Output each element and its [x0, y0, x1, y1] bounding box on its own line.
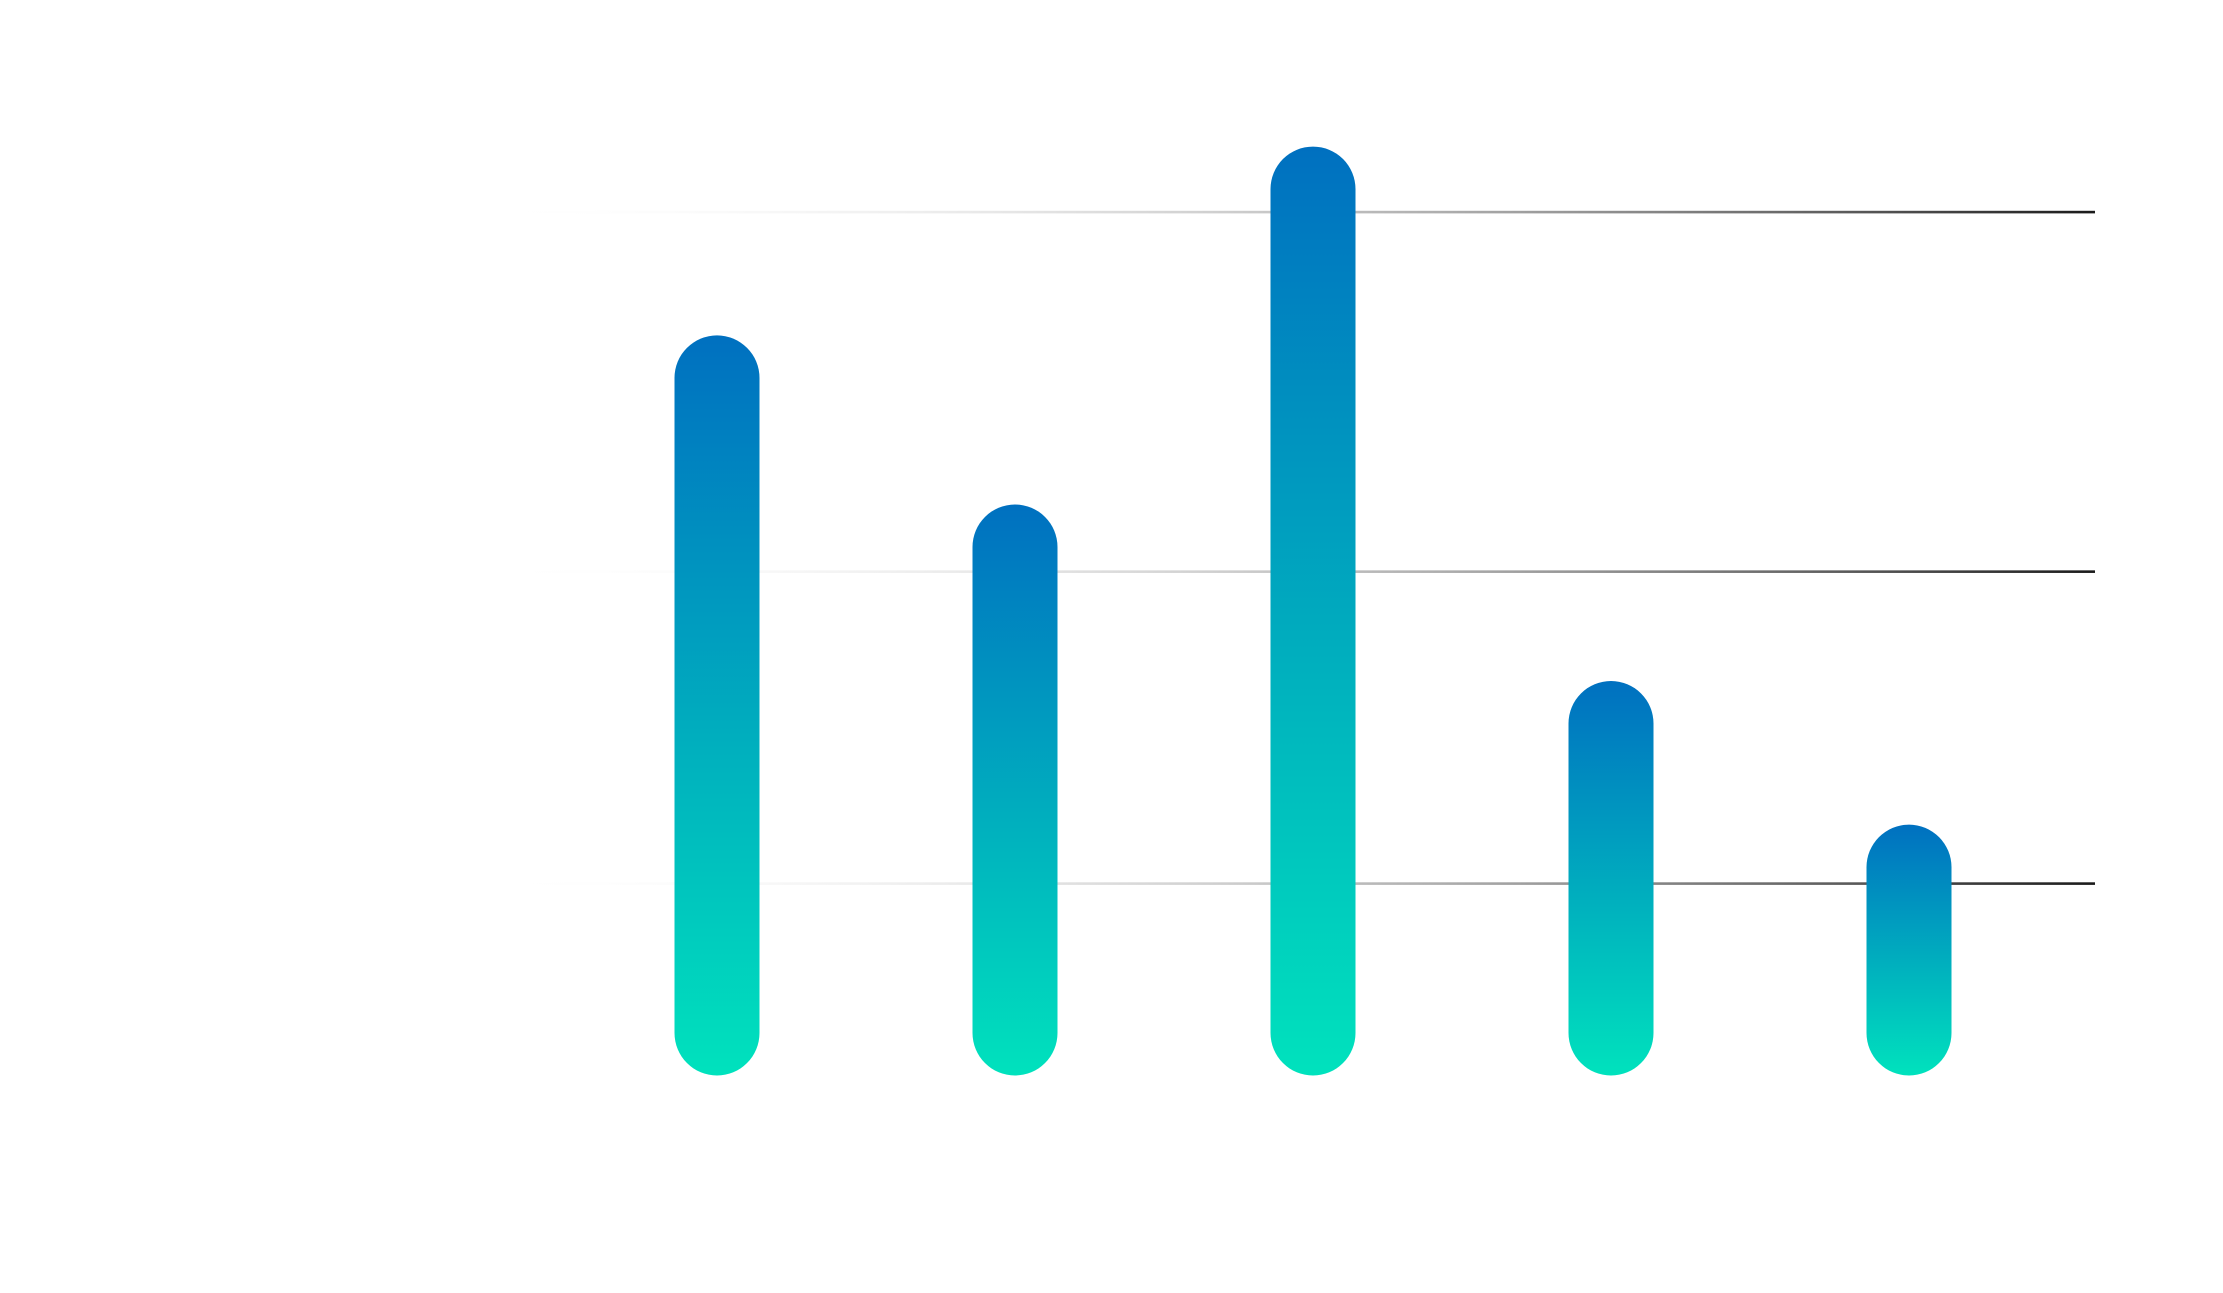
- bar: [1568, 681, 1654, 1076]
- bars: [674, 146, 1952, 1076]
- bar: [1866, 824, 1952, 1076]
- bar: [674, 335, 760, 1076]
- bar: [972, 504, 1058, 1076]
- bar: [1270, 146, 1356, 1076]
